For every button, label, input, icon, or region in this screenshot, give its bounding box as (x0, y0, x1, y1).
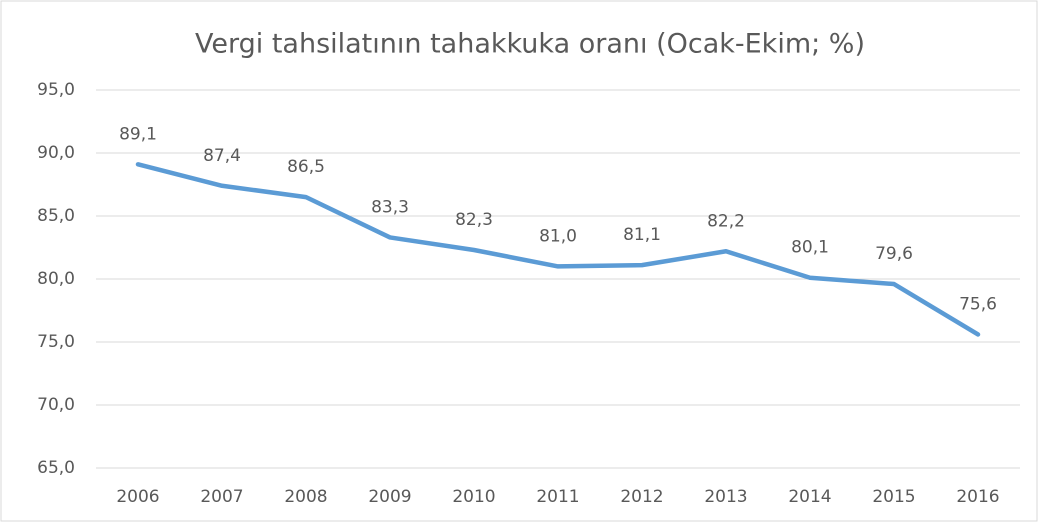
y-tick-label: 95,0 (37, 80, 75, 100)
data-label: 80,1 (791, 238, 829, 258)
y-tick-label: 85,0 (37, 206, 75, 226)
data-label: 86,5 (287, 157, 325, 177)
x-tick-label: 2013 (704, 487, 747, 507)
y-tick-label: 80,0 (37, 269, 75, 289)
x-tick-label: 2014 (788, 487, 831, 507)
x-tick-label: 2007 (200, 487, 243, 507)
y-tick-label: 75,0 (37, 332, 75, 352)
data-label: 81,1 (623, 225, 661, 245)
data-label: 89,1 (119, 124, 157, 144)
x-tick-label: 2016 (956, 487, 999, 507)
y-tick-label: 70,0 (37, 395, 75, 415)
data-label: 83,3 (371, 197, 409, 217)
data-label: 81,0 (539, 226, 577, 246)
x-tick-label: 2008 (284, 487, 327, 507)
x-tick-label: 2012 (620, 487, 663, 507)
data-label: 82,2 (707, 211, 745, 231)
x-tick-label: 2009 (368, 487, 411, 507)
x-tick-label: 2015 (872, 487, 915, 507)
x-tick-label: 2006 (116, 487, 159, 507)
x-tick-label: 2010 (452, 487, 495, 507)
data-label: 82,3 (455, 210, 493, 230)
data-label: 79,6 (875, 244, 913, 264)
chart-title: Vergi tahsilatının tahakkuka oranı (Ocak… (195, 29, 865, 60)
y-tick-label: 65,0 (37, 458, 75, 478)
data-label: 75,6 (959, 294, 997, 314)
y-tick-label: 90,0 (37, 143, 75, 163)
x-tick-label: 2011 (536, 487, 579, 507)
data-line (135, 162, 981, 337)
data-label: 87,4 (203, 146, 241, 166)
